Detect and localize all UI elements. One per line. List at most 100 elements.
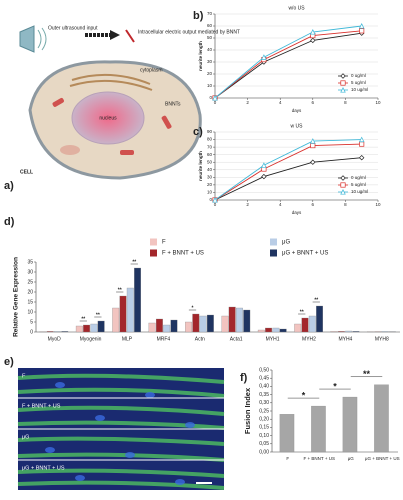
bar (381, 331, 389, 333)
panel-label: a) (4, 180, 14, 192)
marker (310, 138, 316, 144)
bnnt (120, 150, 134, 155)
bar (308, 315, 316, 333)
y-tick-label: 50 (207, 35, 213, 40)
organelle (60, 145, 80, 155)
bar (279, 328, 287, 333)
line (214, 157, 362, 201)
bar (170, 319, 178, 333)
x-tick-label: MRF4 (157, 336, 171, 342)
y-tick-label: 40 (207, 167, 213, 172)
y-tick-label: 0,00 (259, 449, 269, 455)
legend-swatch (270, 238, 277, 246)
bar (199, 315, 207, 333)
bar (185, 321, 192, 333)
y-tick-label: 10 (27, 309, 33, 315)
significance-label: * (192, 305, 194, 311)
bar (61, 331, 69, 333)
x-tick-label: 2 (246, 202, 249, 207)
marker (358, 23, 365, 29)
line (214, 139, 362, 201)
x-tick-label: MLP (122, 336, 133, 342)
bar (90, 323, 98, 333)
y-tick-label: 0,15 (259, 425, 269, 431)
x-tick-label: 8 (344, 202, 347, 207)
y-axis-label: Fusion Index (243, 387, 252, 434)
microscopy (17, 368, 225, 490)
marker (340, 73, 346, 79)
significance-label: ** (314, 297, 318, 303)
significance-label: * (333, 381, 337, 391)
nucleus (71, 91, 145, 145)
condition-label: μG + BNNT + US (22, 465, 65, 471)
y-tick-label: 20 (207, 71, 213, 76)
y-tick-label: 0 (30, 329, 33, 335)
x-tick-label: 6 (312, 202, 315, 207)
y-tick-label: 25 (27, 279, 33, 285)
y-tick-label: 0,50 (259, 367, 269, 373)
panel-label: f) (240, 372, 248, 384)
y-tick-label: 80 (207, 137, 213, 142)
bar (294, 323, 302, 333)
bar (345, 330, 353, 333)
x-tick-label: F (286, 456, 289, 461)
line (214, 30, 362, 99)
chart-title: w/o US (288, 5, 305, 11)
x-axis-label: days (292, 108, 302, 113)
bar (243, 309, 251, 333)
marker (310, 143, 316, 149)
marker (212, 95, 218, 101)
significance-label: ** (363, 369, 371, 379)
marker (212, 197, 218, 203)
y-tick-label: 0,30 (259, 400, 269, 406)
bar (265, 327, 273, 333)
y-tick-label: 0,20 (259, 417, 269, 423)
y-tick-label: 0,45 (259, 376, 269, 382)
bar (316, 305, 323, 333)
y-tick-label: 30 (27, 269, 33, 275)
y-tick-label: 60 (207, 23, 213, 28)
y-tick-label: 50 (207, 159, 213, 164)
ultrasound-source (19, 25, 35, 53)
y-tick-label: 0,35 (259, 392, 269, 398)
legend-swatch (150, 249, 157, 257)
bar (272, 327, 280, 333)
x-tick-label: MYH8 (375, 336, 389, 342)
x-tick-label: 4 (279, 100, 282, 105)
line (214, 32, 362, 99)
y-axis-label: neurite length (198, 151, 203, 181)
x-axis-label: days (292, 210, 302, 215)
x-tick-label: Myogenin (80, 336, 102, 342)
bar (155, 318, 163, 333)
x-tick-label: 0 (214, 202, 217, 207)
y-tick-label: 10 (207, 190, 213, 195)
y-tick-label: 40 (207, 47, 213, 52)
significance-label: * (302, 390, 306, 400)
er (69, 73, 153, 91)
panel-label: d) (4, 216, 15, 228)
panel-label: e) (4, 356, 14, 368)
marker (359, 141, 365, 147)
legend-swatch (150, 238, 157, 246)
marker (261, 173, 267, 180)
y-tick-label: 15 (27, 299, 33, 305)
y-tick-label: 60 (207, 152, 213, 157)
x-tick-label: 4 (279, 202, 282, 207)
y-axis-label: Relative Gene Expression (13, 257, 20, 337)
nuclei (45, 382, 195, 485)
cell-diagram: Outer ultrasound input Intracellular ele… (19, 25, 240, 180)
bar (330, 331, 338, 333)
bar (206, 314, 214, 333)
legend-label: 10 ug/ml (351, 87, 368, 92)
legend-swatch (270, 249, 277, 257)
bar (311, 405, 326, 453)
marker (340, 87, 346, 93)
x-tick-label: MYH2 (302, 336, 316, 342)
marker (340, 80, 346, 86)
x-tick-label: Actn (195, 336, 205, 342)
y-tick-label: 10 (207, 83, 213, 88)
line (214, 25, 362, 99)
y-tick-label: 30 (207, 175, 213, 180)
bar (163, 324, 171, 333)
ultrasound-label: Outer ultrasound input (48, 25, 98, 31)
